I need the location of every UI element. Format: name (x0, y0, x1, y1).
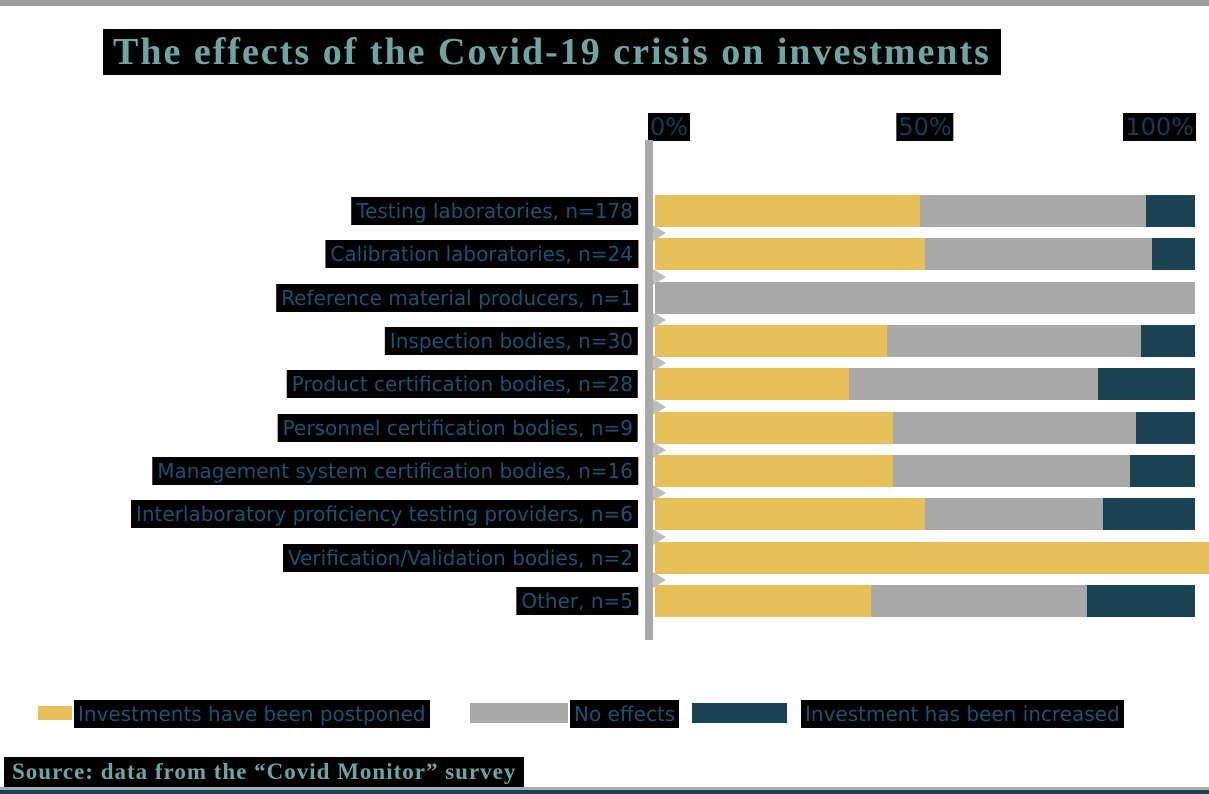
stacked-bar (655, 542, 1209, 574)
category-label: Verification/Validation bodies, n=2 (282, 544, 638, 572)
source-note: Source: data from the “Covid Monitor” su… (4, 757, 525, 787)
stacked-bar (655, 238, 1195, 270)
bar-segment-no-effects (887, 325, 1141, 357)
bar-segment-no-effects (849, 368, 1098, 400)
gap-arrow-icon (653, 355, 666, 371)
category-label: Management system certification bodies, … (152, 457, 638, 485)
category-label: Interlaboratory proficiency testing prov… (130, 500, 638, 528)
bar-segment-no-effects (892, 412, 1136, 444)
bar-segment-postponed (655, 585, 871, 617)
bottom-border-gray (0, 787, 1209, 791)
top-border (0, 0, 1209, 6)
gap-arrow-icon (653, 312, 666, 328)
stacked-bar (655, 282, 1195, 314)
category-label: Product certification bodies, n=28 (286, 370, 638, 398)
bar-segment-increased (1130, 455, 1195, 487)
gap-arrow-icon (653, 225, 666, 241)
bar-segment-no-effects (655, 282, 1195, 314)
bar-segment-postponed (655, 195, 920, 227)
bar-segment-no-effects (925, 238, 1152, 270)
legend-label-increased: Investment has been increased (801, 700, 1124, 728)
gap-arrow-icon (653, 572, 666, 588)
gap-arrow-icon (653, 442, 666, 458)
legend-label-no-effects: No effects (570, 700, 680, 728)
category-label: Inspection bodies, n=30 (384, 327, 638, 355)
legend-swatch-increased (692, 703, 787, 723)
bar-segment-postponed (655, 368, 850, 400)
bar-segment-no-effects (925, 498, 1104, 530)
bar-segment-postponed (655, 498, 925, 530)
stacked-bar (655, 498, 1195, 530)
category-label: Reference material producers, n=1 (276, 284, 638, 312)
bar-segment-increased (1151, 238, 1195, 270)
bar-segment-postponed (655, 455, 893, 487)
bar-segment-postponed (655, 542, 1209, 574)
stacked-bar (655, 455, 1195, 487)
page-title-text: The effects of the Covid-19 crisis on in… (113, 31, 991, 73)
bar-segment-postponed (655, 238, 925, 270)
page-title: The effects of the Covid-19 crisis on in… (103, 29, 1001, 75)
axis-tick-100: 100% (1123, 113, 1196, 141)
legend-swatch-no-effects (470, 703, 568, 723)
stacked-bar (655, 325, 1195, 357)
bar-segment-postponed (655, 325, 888, 357)
stacked-bar (655, 585, 1195, 617)
bar-segment-increased (1103, 498, 1195, 530)
bar-segment-increased (1135, 412, 1195, 444)
axis-tick-0: 0% (648, 113, 691, 141)
gap-arrow-icon (653, 399, 666, 415)
category-label: Calibration laboratories, n=24 (325, 240, 638, 268)
category-label: Other, n=5 (516, 587, 638, 615)
category-label: Personnel certification bodies, n=9 (277, 414, 638, 442)
bar-segment-increased (1097, 368, 1195, 400)
source-note-text: Source: data from the “Covid Monitor” su… (12, 759, 517, 784)
bottom-border-navy (0, 790, 1209, 794)
bar-segment-no-effects (871, 585, 1087, 617)
axis-tick-50: 50% (896, 113, 954, 141)
y-axis-line (645, 140, 653, 640)
bar-segment-increased (1146, 195, 1195, 227)
bar-segment-postponed (655, 412, 893, 444)
stacked-bar (655, 368, 1195, 400)
stacked-bar (655, 412, 1195, 444)
gap-arrow-icon (653, 485, 666, 501)
bar-segment-increased (1140, 325, 1195, 357)
bar-segment-no-effects (919, 195, 1147, 227)
gap-arrow-icon (653, 269, 666, 285)
legend-swatch-postponed (38, 706, 72, 720)
bar-segment-increased (1087, 585, 1195, 617)
stacked-bar (655, 195, 1195, 227)
gap-arrow-icon (653, 529, 666, 545)
legend-label-postponed: Investments have been postponed (74, 700, 430, 728)
category-label: Testing laboratories, n=178 (351, 197, 638, 225)
bar-segment-no-effects (892, 455, 1131, 487)
